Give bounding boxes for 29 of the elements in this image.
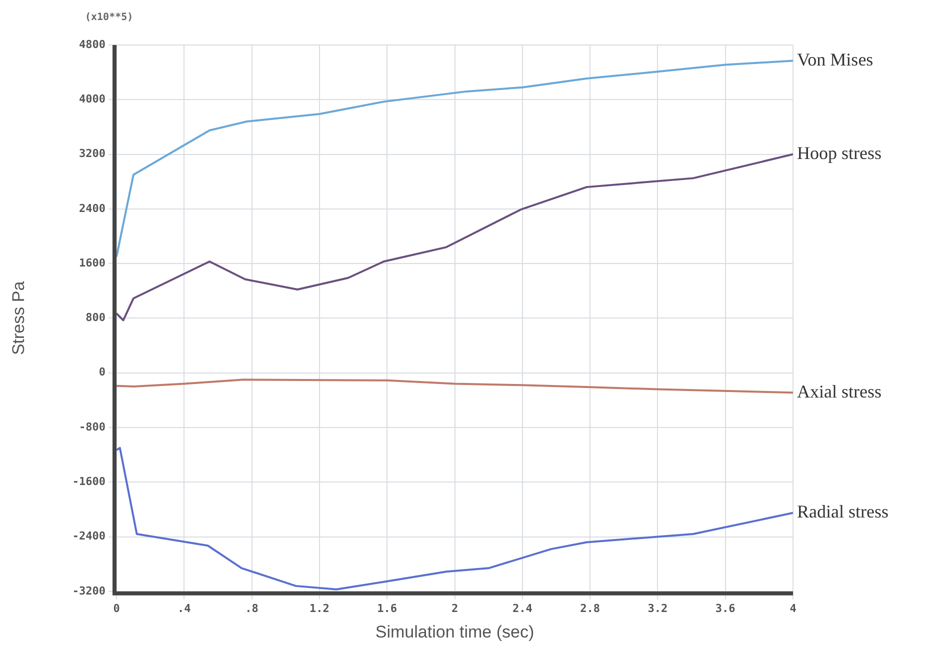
series-label: Hoop stress (797, 143, 882, 164)
x-tick-label: 0 (113, 602, 120, 615)
y-tick-label: 4000 (79, 92, 106, 106)
x-tick-label: 1.2 (310, 602, 330, 615)
x-tick-label: 4 (790, 602, 797, 615)
series-label: Von Mises (797, 49, 874, 70)
y-tick-label: -3200 (72, 584, 106, 598)
y-tick-label: 800 (86, 311, 106, 324)
x-axis-title: Simulation time (sec) (375, 622, 534, 642)
y-tick-label: 1600 (79, 256, 106, 270)
x-tick-label: 2 (451, 602, 458, 615)
y-tick-label: 3200 (79, 147, 106, 160)
y-tick-label: -1600 (72, 474, 106, 488)
x-tick-label: 1.6 (377, 602, 398, 615)
y-axis-title: Stress Pa (8, 280, 28, 356)
y-tick-label: -800 (79, 420, 106, 434)
text: (x10**5) (85, 12, 134, 23)
x-tick-label: .4 (178, 602, 192, 615)
y-tick-label: 0 (98, 366, 106, 379)
y-tick-label: 2400 (79, 202, 106, 215)
x-tick-label: 2.4 (512, 602, 533, 615)
x-tick-label: .8 (245, 602, 258, 615)
x-tick-label: 3.6 (715, 602, 736, 615)
y-tick-label: -2400 (72, 530, 106, 543)
series-label: Radial stress (797, 502, 888, 522)
series-label: Axial stress (797, 381, 882, 402)
x-tick-label: 2.8 (580, 602, 600, 615)
y-tick-label: 4800 (79, 38, 106, 51)
x-tick-label: 3.2 (648, 602, 668, 615)
